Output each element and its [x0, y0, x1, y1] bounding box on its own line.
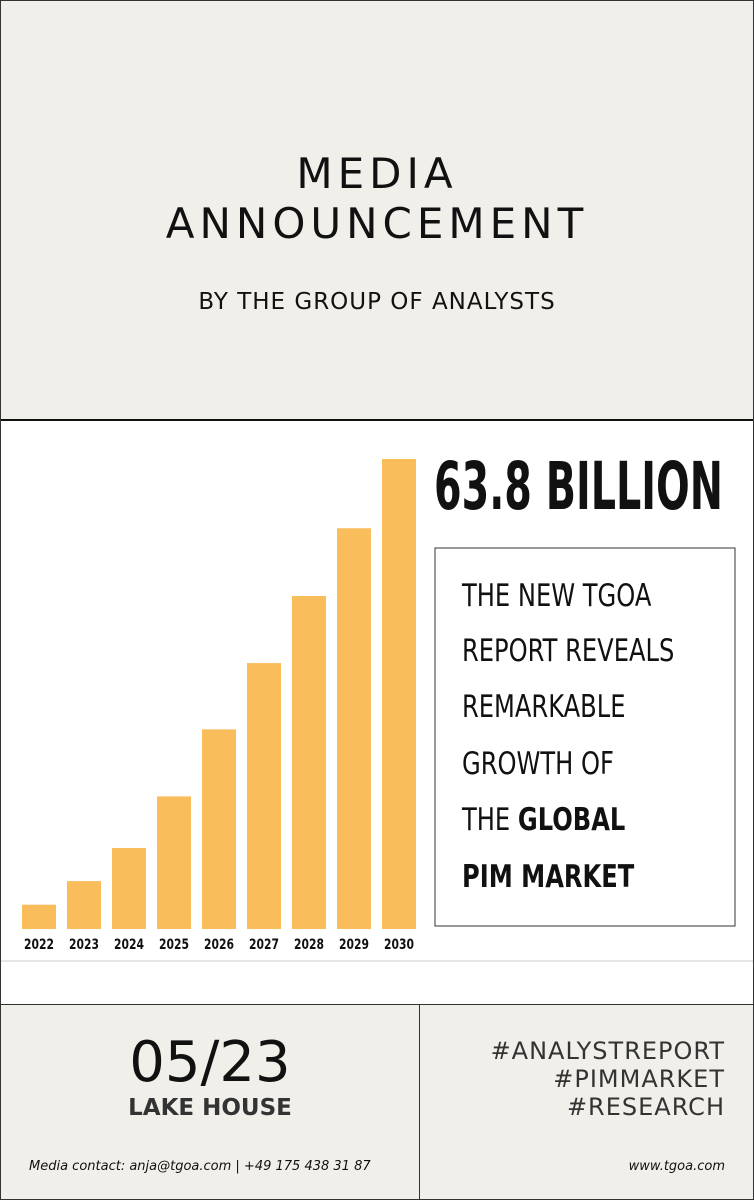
hashtag: #ANALYSTREPORT: [490, 1037, 725, 1065]
bar: [112, 847, 146, 929]
contact: Media contact: anja@tgoa.com | +49 175 4…: [29, 1159, 371, 1174]
bar: [202, 729, 236, 929]
report-text-plain: THE: [461, 801, 510, 838]
report-text-bold: PIM MARKET: [462, 858, 634, 895]
report-text-plain: THE NEW TGOA: [461, 577, 651, 614]
report-text-bold: GLOBAL: [518, 801, 625, 838]
report-line: GROWTH OF: [462, 745, 614, 782]
x-tick-label: 2027: [249, 937, 279, 953]
report-line: REMARKABLE: [462, 688, 625, 725]
bar: [67, 881, 101, 929]
bar: [247, 663, 281, 929]
x-tick-label: 2028: [294, 937, 324, 953]
x-tick-label: 2023: [69, 937, 99, 953]
report-text-plain: REMARKABLE: [462, 688, 625, 725]
hashtag: #PIMMARKET: [553, 1065, 725, 1093]
title-line: MEDIA: [296, 149, 458, 198]
header: MEDIA ANNOUNCEMENT BY THE GROUP OF ANALY…: [1, 1, 753, 421]
bar: [382, 459, 416, 929]
report-line: THE GLOBAL: [461, 801, 625, 838]
report-box: [434, 547, 736, 927]
x-tick-label: 2026: [204, 937, 234, 953]
place: LAKE HOUSE: [128, 1095, 292, 1121]
report-text-plain: GROWTH OF: [462, 745, 614, 782]
x-tick-label: 2029: [339, 937, 369, 953]
bar: [22, 904, 56, 929]
bar: [337, 528, 371, 929]
report-line: REPORT REVEALS: [462, 632, 674, 669]
bar: [157, 796, 191, 929]
report-line: THE NEW TGOA: [461, 577, 651, 614]
hashtag: #RESEARCH: [566, 1093, 725, 1121]
footer: 05/23 LAKE HOUSE #ANALYSTREPORT #PIMMARK…: [1, 1004, 753, 1200]
x-tick-label: 2030: [384, 937, 414, 953]
hashtags: #ANALYSTREPORT #PIMMARKET #RESEARCH: [491, 1037, 725, 1121]
divider: [419, 1005, 420, 1200]
chart: 63.8 BILLION THE NEW TGOA REPORT REVEALS R…: [1, 421, 753, 1004]
website: www.tgoa.com: [628, 1159, 725, 1174]
report-text-plain: REPORT REVEALS: [462, 632, 674, 669]
report-text: THE NEW TGOA REPORT REVEALS REMARKABLE GROW…: [461, 577, 674, 895]
x-tick-label: 2025: [159, 937, 189, 953]
title-line: ANNOUNCEMENT: [165, 199, 589, 248]
subtitle: BY THE GROUP OF ANALYSTS: [198, 289, 556, 315]
date: 05/23: [129, 1030, 291, 1095]
x-tick-label: 2022: [24, 937, 54, 953]
headline: 63.8 BILLION: [434, 448, 723, 525]
bar: [292, 596, 326, 929]
x-tick-label: 2024: [114, 937, 144, 953]
